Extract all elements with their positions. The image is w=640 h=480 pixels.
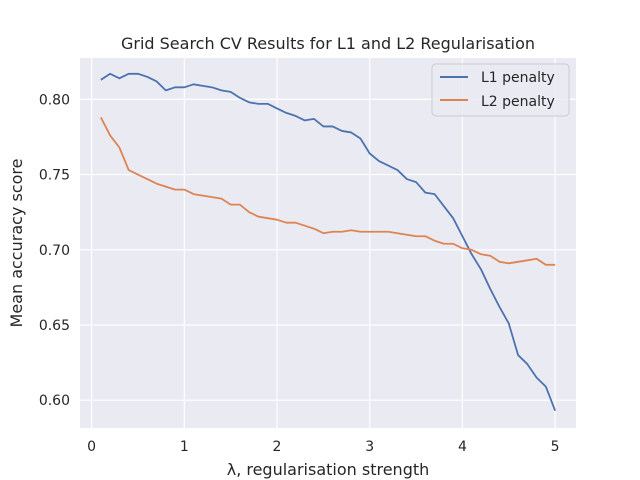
- chart-title: Grid Search CV Results for L1 and L2 Reg…: [121, 34, 535, 53]
- plot-area: [80, 58, 576, 428]
- x-tick-label: 0: [87, 439, 96, 455]
- series-line-l1: [100, 72, 556, 412]
- y-tick-labels: 0.60 0.65 0.70 0.75 0.80: [39, 92, 70, 409]
- x-tick-label: 5: [551, 439, 560, 455]
- series-line-l2: [100, 116, 556, 266]
- series-layer: [100, 72, 556, 412]
- x-tick-labels: 0 1 2 3 4 5: [87, 439, 559, 455]
- y-tick-label: 0.75: [39, 168, 70, 184]
- legend-label-l2: L2 penalty: [481, 94, 555, 110]
- y-tick-label: 0.65: [39, 318, 70, 334]
- legend-label-l1: L1 penalty: [481, 70, 555, 86]
- x-axis-label: λ, regularisation strength: [227, 460, 430, 479]
- grid-x: [90, 58, 556, 428]
- x-tick-label: 2: [273, 439, 282, 455]
- x-tick-label: 1: [180, 439, 189, 455]
- y-tick-label: 0.60: [39, 393, 70, 409]
- x-tick-label: 3: [365, 439, 374, 455]
- x-tick-label: 4: [458, 439, 467, 455]
- y-axis-label: Mean accuracy score: [7, 159, 26, 328]
- legend: L1 penalty L2 penalty: [431, 63, 570, 117]
- y-tick-label: 0.80: [39, 92, 70, 108]
- y-tick-label: 0.70: [39, 243, 70, 259]
